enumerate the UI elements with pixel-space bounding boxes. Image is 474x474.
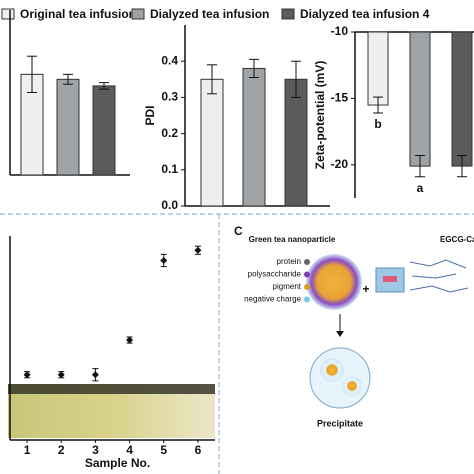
- x-tick-label: 1: [24, 443, 31, 457]
- legend-symbol: [304, 296, 310, 303]
- egcg-caffeine-cube: [383, 276, 397, 282]
- y-axis-label: PDI: [143, 105, 157, 125]
- point: [160, 256, 168, 264]
- y-tick-label: 0.3: [161, 90, 178, 104]
- panel-title: Green tea nanoparticle: [249, 235, 336, 244]
- legend-label: Original tea infusion: [20, 7, 136, 21]
- legend-label: negative charge: [244, 295, 301, 304]
- y-tick-label: 0.1: [161, 162, 178, 176]
- legend-symbol: [304, 284, 310, 290]
- bar: [92, 85, 116, 176]
- precipitate: [342, 376, 362, 396]
- vial-photo-top: [8, 384, 215, 394]
- bar: [284, 78, 308, 207]
- legend-swatch: [131, 8, 145, 20]
- x-tick-label: 5: [160, 443, 167, 457]
- bar: [367, 31, 389, 106]
- precipitate: [320, 358, 344, 382]
- legend-label: protein: [277, 257, 301, 266]
- bar: [242, 67, 266, 207]
- molecule: [409, 259, 469, 293]
- bar: [200, 78, 224, 207]
- point: [194, 246, 202, 254]
- x-tick-label: 4: [126, 443, 133, 457]
- bar: [56, 78, 80, 176]
- legend-swatch: [281, 8, 295, 20]
- y-axis-label: Zeta-potential (mV): [313, 61, 327, 170]
- nanoparticle: [306, 254, 362, 310]
- bar: [409, 31, 431, 167]
- panel-label: C: [234, 224, 243, 238]
- legend-label: Dialyzed tea infusion 4: [300, 7, 430, 21]
- bar: [451, 31, 473, 167]
- result-label: Precipitate: [317, 418, 363, 428]
- point: [91, 371, 99, 379]
- x-tick-label: 6: [195, 443, 202, 457]
- y-tick-label: 0.4: [161, 53, 178, 67]
- point: [23, 371, 31, 379]
- legend-symbol: [304, 259, 310, 265]
- significance-letter: a: [417, 181, 424, 195]
- legend-label: Dialyzed tea infusion: [150, 7, 269, 21]
- y-tick-label: -10: [331, 24, 349, 38]
- x-axis-label: Sample No.: [85, 456, 150, 470]
- point: [57, 371, 65, 379]
- legend-swatch: [1, 8, 15, 20]
- y-tick-label: -15: [331, 91, 349, 105]
- x-tick-label: 3: [92, 443, 99, 457]
- y-tick-label: 0.0: [161, 198, 178, 212]
- point: [126, 336, 134, 344]
- legend-label: pigment: [273, 282, 302, 291]
- y-tick-label: 0.2: [161, 126, 178, 140]
- legend-label: polysaccharide: [248, 270, 302, 279]
- arrow-head: [336, 331, 344, 337]
- x-tick-label: 2: [58, 443, 65, 457]
- y-tick-label: -20: [331, 157, 349, 171]
- panel-title: EGCG-Caffeine: [440, 235, 474, 244]
- significance-letter: b: [374, 117, 381, 131]
- legend-symbol: [304, 271, 310, 278]
- plus: +: [362, 282, 369, 296]
